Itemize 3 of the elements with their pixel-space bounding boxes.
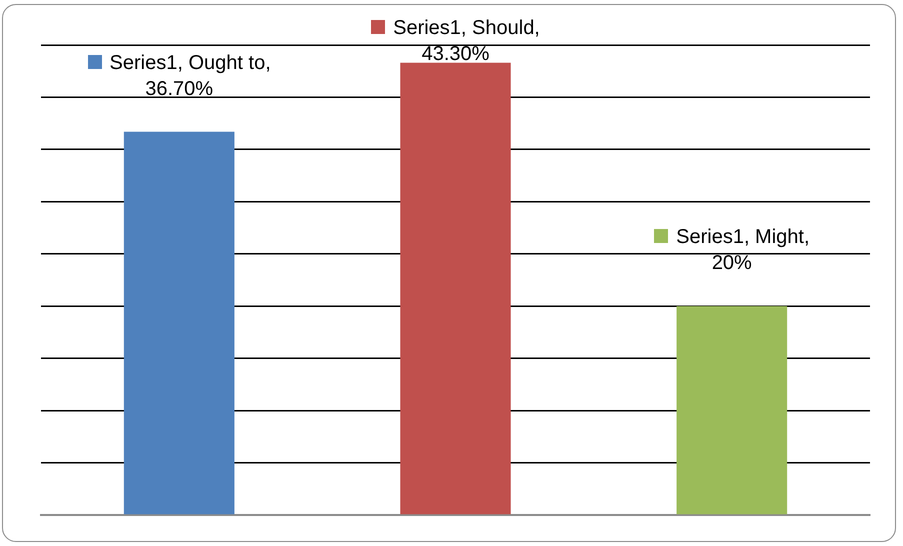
data-label: Series1, Might, 20%: [675, 225, 811, 276]
data-label: Series1, Should, 43.30%: [392, 16, 541, 67]
data-label: Series1, Ought to, 36.70%: [108, 50, 272, 102]
